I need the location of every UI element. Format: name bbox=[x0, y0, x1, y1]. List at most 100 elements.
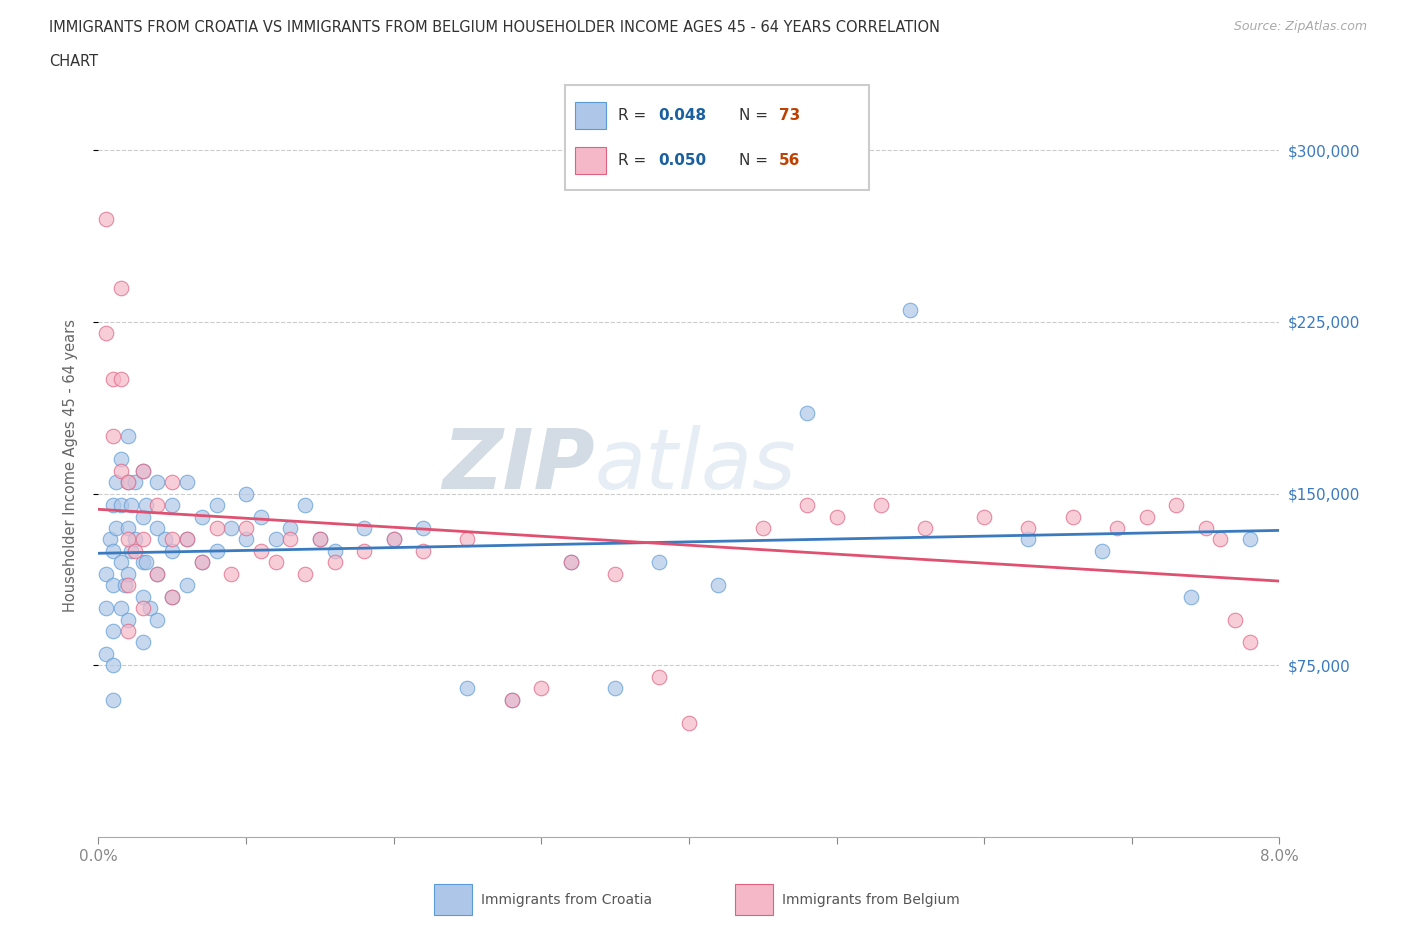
Point bbox=[914, 521, 936, 536]
Point bbox=[103, 692, 125, 707]
Point bbox=[132, 590, 155, 604]
Point bbox=[110, 463, 132, 478]
Point bbox=[103, 372, 125, 387]
Point bbox=[294, 566, 316, 581]
Point bbox=[94, 326, 117, 340]
Point bbox=[117, 474, 139, 489]
Point bbox=[264, 555, 287, 570]
Point bbox=[132, 555, 155, 570]
FancyBboxPatch shape bbox=[735, 884, 773, 915]
Point bbox=[382, 532, 405, 547]
Point bbox=[456, 532, 478, 547]
Point bbox=[412, 521, 434, 536]
Point bbox=[501, 692, 523, 707]
Point bbox=[110, 498, 132, 512]
Point bbox=[294, 498, 316, 512]
Point bbox=[124, 532, 146, 547]
Point bbox=[191, 555, 214, 570]
Text: CHART: CHART bbox=[49, 54, 98, 69]
Point bbox=[117, 623, 139, 638]
Point bbox=[235, 486, 257, 501]
Point bbox=[110, 555, 132, 570]
Point bbox=[110, 372, 132, 387]
Point bbox=[132, 463, 155, 478]
Point bbox=[530, 681, 553, 696]
Point bbox=[308, 532, 332, 547]
Point bbox=[120, 543, 142, 558]
Point bbox=[205, 543, 228, 558]
Point bbox=[103, 429, 125, 444]
Point bbox=[235, 521, 257, 536]
Point bbox=[117, 521, 139, 536]
Point bbox=[146, 566, 169, 581]
Text: IMMIGRANTS FROM CROATIA VS IMMIGRANTS FROM BELGIUM HOUSEHOLDER INCOME AGES 45 - : IMMIGRANTS FROM CROATIA VS IMMIGRANTS FR… bbox=[49, 20, 941, 35]
Point bbox=[110, 452, 132, 467]
Point bbox=[94, 646, 117, 661]
Point bbox=[278, 521, 302, 536]
Point bbox=[353, 521, 375, 536]
Point bbox=[103, 623, 125, 638]
Text: 0.050: 0.050 bbox=[658, 153, 706, 168]
Point bbox=[94, 211, 117, 226]
Point bbox=[235, 532, 257, 547]
Point bbox=[117, 566, 139, 581]
Point bbox=[648, 555, 671, 570]
Point bbox=[1239, 532, 1261, 547]
Point bbox=[162, 498, 183, 512]
Point bbox=[176, 532, 198, 547]
Point bbox=[308, 532, 332, 547]
Point bbox=[176, 532, 198, 547]
Point bbox=[1209, 532, 1232, 547]
Point bbox=[751, 521, 773, 536]
Point bbox=[707, 578, 730, 592]
Point bbox=[1135, 509, 1157, 524]
Point bbox=[176, 474, 198, 489]
Point bbox=[114, 578, 136, 592]
Text: N =: N = bbox=[738, 108, 772, 124]
Point bbox=[132, 601, 155, 616]
Text: R =: R = bbox=[619, 153, 651, 168]
Point bbox=[110, 601, 132, 616]
Point bbox=[900, 303, 922, 318]
Point bbox=[153, 532, 176, 547]
Point bbox=[648, 670, 671, 684]
Point bbox=[162, 590, 183, 604]
Point bbox=[117, 578, 139, 592]
Point bbox=[456, 681, 478, 696]
Point bbox=[869, 498, 891, 512]
FancyBboxPatch shape bbox=[565, 85, 869, 190]
Point bbox=[117, 429, 139, 444]
Point bbox=[323, 543, 346, 558]
Point bbox=[973, 509, 995, 524]
FancyBboxPatch shape bbox=[575, 102, 606, 129]
Point bbox=[264, 532, 287, 547]
Point bbox=[124, 543, 146, 558]
Text: Immigrants from Croatia: Immigrants from Croatia bbox=[481, 893, 652, 907]
Point bbox=[117, 532, 139, 547]
Point bbox=[103, 658, 125, 672]
Point bbox=[605, 681, 627, 696]
Text: 0.048: 0.048 bbox=[658, 108, 706, 124]
Point bbox=[135, 498, 157, 512]
Point bbox=[132, 532, 155, 547]
Point bbox=[105, 474, 128, 489]
Point bbox=[146, 521, 169, 536]
Point bbox=[139, 601, 162, 616]
Y-axis label: Householder Income Ages 45 - 64 years: Householder Income Ages 45 - 64 years bbox=[63, 318, 77, 612]
FancyBboxPatch shape bbox=[575, 147, 606, 174]
Point bbox=[353, 543, 375, 558]
Point bbox=[678, 715, 700, 730]
Point bbox=[132, 463, 155, 478]
Point bbox=[110, 280, 132, 295]
Point bbox=[103, 543, 125, 558]
Point bbox=[146, 498, 169, 512]
Point bbox=[162, 590, 183, 604]
Point bbox=[146, 566, 169, 581]
Point bbox=[1180, 590, 1202, 604]
Point bbox=[323, 555, 346, 570]
Text: atlas: atlas bbox=[595, 424, 796, 506]
FancyBboxPatch shape bbox=[433, 884, 472, 915]
Point bbox=[605, 566, 627, 581]
Point bbox=[796, 406, 818, 421]
Point bbox=[278, 532, 302, 547]
